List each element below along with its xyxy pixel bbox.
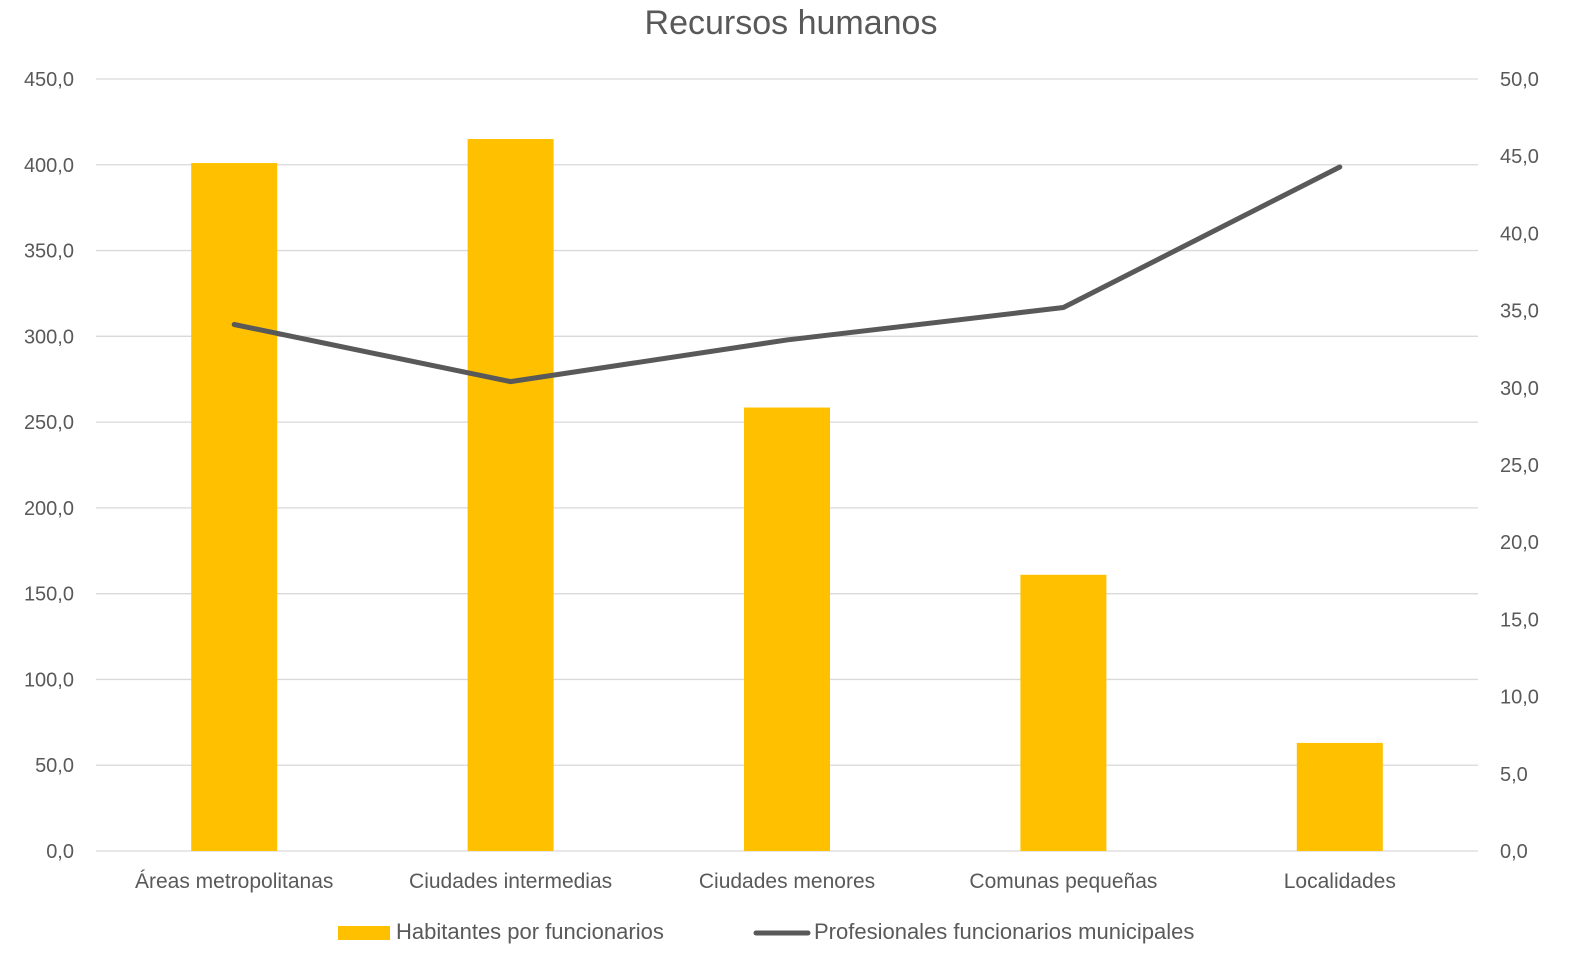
- chart-title: Recursos humanos: [645, 4, 938, 42]
- left-tick-label: 100,0: [24, 669, 74, 691]
- left-tick-label: 350,0: [24, 241, 74, 263]
- bar: [467, 139, 554, 852]
- left-tick-label: 400,0: [24, 155, 74, 177]
- series-line: [231, 164, 1343, 385]
- left-tick-label: 0,0: [46, 841, 74, 863]
- left-tick-label: 50,0: [35, 755, 74, 777]
- left-axis-ticks: 0,0 50,0 100,0 150,0 200,0 250,0 300,0 350,0 400…: [24, 69, 74, 863]
- bar: [191, 163, 278, 851]
- legend: Habitantes por funcionarios Profesionale…: [338, 919, 1194, 944]
- left-tick-label: 200,0: [24, 498, 74, 520]
- category-label: Comunas pequeñas: [969, 870, 1157, 893]
- right-tick-label: 50,0: [1500, 69, 1539, 91]
- legend-swatch-bar: [338, 926, 390, 940]
- right-tick-label: 0,0: [1500, 841, 1528, 863]
- right-axis-ticks: 0,0 5,0 10,0 15,0 20,0 25,0 30,0 35,0 40,0 45,0 50…: [1500, 69, 1539, 863]
- bar: [1296, 742, 1383, 851]
- left-tick-label: 150,0: [24, 584, 74, 606]
- category-label: Ciudades intermedias: [409, 870, 612, 893]
- right-tick-label: 20,0: [1500, 532, 1539, 554]
- right-tick-label: 5,0: [1500, 764, 1528, 786]
- right-tick-label: 30,0: [1500, 378, 1539, 400]
- right-tick-label: 25,0: [1500, 455, 1539, 477]
- right-tick-label: 35,0: [1500, 301, 1539, 323]
- bar-series: [191, 139, 1383, 852]
- legend-label-bar: Habitantes por funcionarios: [396, 919, 664, 944]
- category-label: Localidades: [1284, 870, 1396, 893]
- right-tick-label: 40,0: [1500, 223, 1539, 245]
- category-axis-labels: Áreas metropolitanas Ciudades intermedias…: [135, 870, 1396, 893]
- line-series: [231, 164, 1343, 385]
- bar: [744, 407, 830, 851]
- left-tick-label: 450,0: [24, 69, 74, 91]
- right-tick-label: 15,0: [1500, 609, 1539, 631]
- category-label: Ciudades menores: [699, 870, 875, 893]
- legend-label-line: Profesionales funcionarios municipales: [814, 919, 1194, 944]
- bar: [1020, 574, 1107, 851]
- category-label: Áreas metropolitanas: [135, 870, 333, 893]
- right-tick-label: 45,0: [1500, 146, 1539, 168]
- left-tick-label: 300,0: [24, 326, 74, 348]
- right-tick-label: 10,0: [1500, 687, 1539, 709]
- left-tick-label: 250,0: [24, 412, 74, 434]
